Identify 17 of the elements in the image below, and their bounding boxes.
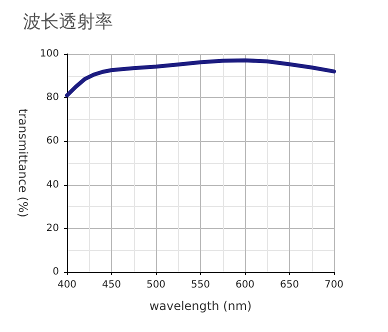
y-tick-label: 100: [40, 48, 59, 60]
x-tick-label: 500: [146, 280, 166, 290]
y-axis-title: transmittance (%): [16, 108, 30, 218]
x-tick-label: 650: [280, 280, 300, 290]
y-tick-label: 80: [46, 92, 59, 104]
chart-title: 波长透射率: [23, 12, 113, 32]
y-tick-label: 60: [46, 136, 59, 147]
x-tick-label: 700: [324, 280, 344, 290]
y-tick-label: 20: [46, 222, 59, 234]
x-tick-label: 400: [57, 280, 77, 290]
x-tick-label: 600: [235, 280, 255, 290]
line-series: [65, 58, 336, 98]
x-tick-label: 450: [102, 280, 122, 290]
x-axis-title: wavelength (nm): [149, 299, 252, 313]
x-tick-label: 550: [190, 280, 210, 290]
y-tick-label: 40: [46, 179, 59, 190]
y-tick-label: 0: [52, 266, 59, 278]
